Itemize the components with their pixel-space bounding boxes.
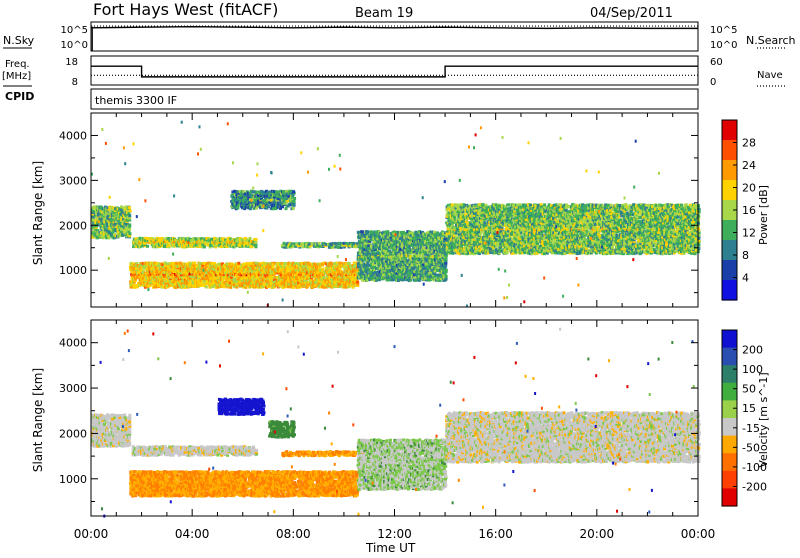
data-cell: [146, 245, 149, 248]
data-cell: [229, 286, 232, 289]
beam-title: Beam 19: [355, 6, 413, 21]
data-cell: [205, 286, 208, 289]
data-cell: [128, 223, 131, 226]
data-cell: [292, 191, 295, 194]
cpid-value: themis 3300 IF: [95, 94, 177, 107]
data-cell: [301, 242, 304, 245]
data-cell: [254, 241, 257, 244]
data-cell: [374, 271, 377, 274]
data-cell: [348, 262, 351, 265]
data-cell: [434, 273, 437, 276]
data-cell: [324, 243, 327, 246]
nsearch-label: N.Search: [746, 34, 796, 47]
data-cell: [272, 207, 275, 210]
data-cell: [237, 262, 240, 265]
nave-tick-bottom: 0: [710, 77, 716, 88]
data-cell: [293, 197, 296, 200]
data-cell: [236, 207, 239, 210]
date-title: 04/Sep/2011: [590, 6, 673, 21]
data-cell: [128, 228, 131, 231]
data-cell: [255, 238, 258, 241]
data-cell: [255, 245, 258, 248]
freq-unit-label: [MHz]: [2, 71, 31, 82]
cpid-label: CPID: [5, 90, 34, 103]
nsky-tick-top: 10^5: [61, 25, 88, 36]
freq-label: Freq.: [5, 59, 30, 70]
freq-series-group: [91, 66, 698, 77]
freq-panel-frame: [91, 56, 698, 85]
data-cell: [129, 209, 132, 212]
data-cell: [334, 242, 337, 245]
freq-tick-bottom: 8: [72, 77, 78, 88]
data-cell: [293, 200, 296, 203]
data-cell: [390, 244, 393, 247]
data-cell: [193, 262, 196, 265]
noise-line-0: [91, 27, 698, 29]
data-cell: [292, 207, 295, 210]
nsearch-tick-top: 10^5: [710, 25, 737, 36]
data-cell: [223, 285, 226, 288]
data-cell: [166, 263, 169, 266]
cpid-panel-frame: [91, 89, 698, 109]
station-title: Fort Hays West (fitACF): [93, 0, 278, 19]
data-cell: [314, 281, 317, 284]
nsearch-tick-bottom: 10^0: [710, 40, 737, 51]
data-cell: [129, 232, 132, 235]
data-cell: [158, 237, 161, 240]
nsky-label: N.Sky: [3, 34, 35, 47]
data-cell: [128, 206, 131, 209]
data-cell: [318, 242, 321, 245]
data-cell: [311, 242, 314, 245]
nave-label: Nave: [757, 70, 783, 81]
data-cell: [249, 237, 252, 240]
data-cell: [356, 281, 359, 284]
nave-tick-top: 60: [710, 57, 723, 68]
data-cell: [321, 268, 324, 271]
data-cell: [120, 228, 123, 231]
data-cell: [261, 199, 264, 202]
freq-tick-top: 18: [65, 57, 78, 68]
nsky-tick-bottom: 10^0: [61, 40, 88, 51]
data-cell: [128, 214, 131, 217]
data-cell: [399, 276, 402, 279]
data-cell: [168, 244, 171, 247]
data-cell: [285, 207, 288, 210]
data-cell: [319, 245, 322, 248]
noise-series-group: [91, 26, 698, 51]
data-cell: [194, 285, 197, 288]
